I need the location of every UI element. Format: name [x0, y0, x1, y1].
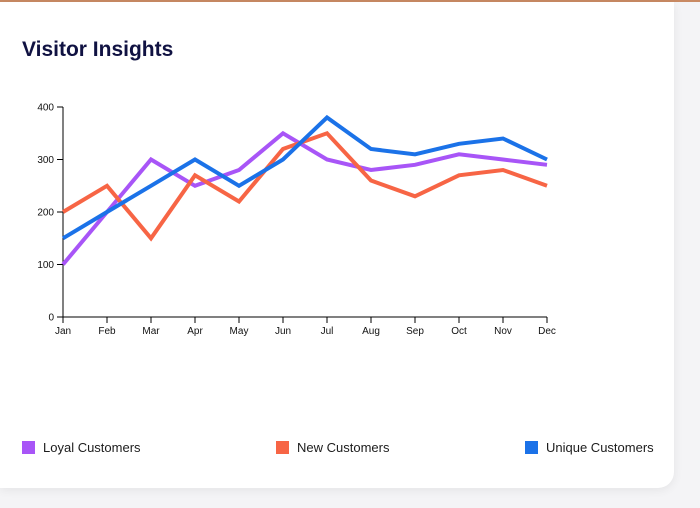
- x-tick-label: Dec: [538, 326, 556, 337]
- x-tick-label: Jan: [55, 326, 71, 337]
- legend-label-new: New Customers: [297, 439, 390, 455]
- x-tick-label: Oct: [451, 326, 467, 337]
- x-tick-label: Sep: [406, 326, 424, 337]
- legend-item-new-customers[interactable]: New Customers: [276, 438, 389, 456]
- x-tick-label: May: [230, 326, 249, 337]
- page-title: Visitor Insights: [22, 38, 174, 61]
- y-tick-label: 200: [37, 208, 54, 219]
- x-tick-label: Mar: [142, 326, 160, 337]
- legend-item-loyal-customers[interactable]: Loyal Customers: [22, 438, 141, 456]
- legend-label-unique: Unique Customers: [546, 439, 654, 455]
- y-tick-label: 400: [37, 103, 54, 114]
- x-tick-label: Nov: [494, 326, 512, 337]
- y-tick-label: 100: [37, 260, 54, 271]
- x-tick-label: Jul: [321, 326, 334, 337]
- y-tick-label: 300: [37, 155, 54, 166]
- legend-label-loyal: Loyal Customers: [43, 439, 141, 455]
- x-tick-label: Apr: [187, 326, 203, 337]
- series-line-new-customers: [61, 130, 548, 242]
- x-tick-label: Feb: [98, 326, 116, 337]
- legend-swatch-new: [276, 440, 289, 454]
- top-accent-line: [0, 0, 700, 2]
- legend-swatch-loyal: [22, 440, 35, 454]
- visitor-insights-card: [0, 2, 674, 488]
- y-tick-label: 0: [48, 313, 54, 324]
- legend-swatch-unique: [525, 440, 538, 454]
- x-tick-label: Jun: [275, 326, 291, 337]
- series-line-unique-customers: [61, 114, 548, 241]
- legend-item-unique-customers[interactable]: Unique Customers: [525, 438, 654, 456]
- series-line-loyal-customers: [61, 130, 548, 266]
- x-tick-label: Aug: [362, 326, 380, 337]
